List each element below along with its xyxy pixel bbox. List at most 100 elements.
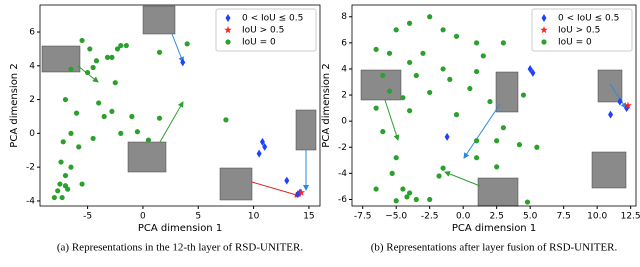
point bbox=[51, 194, 57, 201]
point bbox=[420, 50, 426, 56]
arrow bbox=[159, 101, 184, 143]
legend-marker bbox=[224, 26, 232, 34]
point bbox=[530, 68, 536, 77]
y-tick-label: 2 bbox=[341, 91, 347, 101]
y-tick-label: 4 bbox=[341, 64, 347, 74]
y-tick-label: 0 bbox=[341, 117, 347, 127]
point bbox=[534, 144, 540, 150]
point bbox=[427, 14, 433, 20]
y-tick-label: 8 bbox=[341, 12, 347, 22]
point bbox=[262, 142, 268, 151]
point bbox=[55, 188, 61, 194]
x-axis-label: PCA dimension 1 bbox=[138, 223, 222, 234]
point bbox=[58, 159, 64, 165]
point bbox=[617, 97, 623, 106]
point bbox=[393, 27, 399, 33]
frame bbox=[351, 4, 637, 207]
point bbox=[73, 110, 80, 116]
point bbox=[76, 144, 82, 150]
legend-box bbox=[531, 8, 633, 52]
point bbox=[104, 54, 111, 60]
point bbox=[393, 198, 399, 204]
point bbox=[467, 85, 473, 92]
legend-label: 0 < IoU ≤ 0.5 bbox=[558, 14, 619, 24]
x-tick-label: 5 bbox=[195, 212, 201, 222]
legend-marker bbox=[540, 26, 548, 34]
point bbox=[134, 129, 140, 135]
arrow bbox=[171, 33, 184, 63]
point bbox=[259, 137, 265, 146]
point bbox=[62, 172, 69, 179]
thumbnail bbox=[477, 177, 519, 207]
x-tick-label: 5.0 bbox=[523, 212, 538, 222]
thumbnail bbox=[219, 167, 253, 201]
point bbox=[256, 149, 262, 158]
point bbox=[453, 33, 460, 39]
y-tick-label: 0 bbox=[29, 129, 35, 139]
legend: 0 < IoU ≤ 0.5 IoU > 0.5 IoU = 0 bbox=[531, 8, 633, 52]
y-tick-label: 4 bbox=[29, 61, 35, 71]
point bbox=[297, 188, 305, 196]
x-tick-label: 0 bbox=[140, 212, 146, 222]
point bbox=[473, 138, 480, 144]
arrow bbox=[444, 171, 481, 187]
point bbox=[96, 100, 102, 106]
point bbox=[180, 58, 186, 67]
point bbox=[500, 125, 506, 131]
legend: 0 < IoU ≤ 0.5 IoU > 0.5 IoU = 0 bbox=[215, 8, 317, 52]
point bbox=[380, 129, 386, 135]
point bbox=[118, 130, 124, 136]
x-tick-label: -5 bbox=[83, 212, 92, 222]
point bbox=[473, 40, 480, 46]
x-tick-label: 2.5 bbox=[490, 212, 504, 222]
point bbox=[413, 72, 419, 79]
point bbox=[62, 183, 69, 189]
point bbox=[60, 139, 66, 145]
legend-label: IoU > 0.5 bbox=[558, 26, 600, 36]
point bbox=[413, 196, 419, 203]
point bbox=[101, 113, 107, 120]
x-tick-label: -7.5 bbox=[354, 212, 372, 222]
point bbox=[400, 95, 406, 101]
point bbox=[57, 181, 63, 187]
point bbox=[400, 186, 406, 192]
point bbox=[79, 181, 85, 187]
point bbox=[62, 96, 69, 103]
y-axis-label: PCA dimension 2 bbox=[9, 63, 20, 147]
point bbox=[112, 80, 118, 86]
x-tick-label: −5.0 bbox=[385, 212, 407, 222]
x-tick-label: 15 bbox=[303, 212, 314, 222]
x-axis-label: PCA dimension 1 bbox=[452, 223, 536, 234]
point bbox=[184, 41, 190, 47]
thumbnail bbox=[41, 45, 81, 73]
point bbox=[520, 92, 527, 98]
point bbox=[527, 64, 533, 73]
legend-label: IoU = 0 bbox=[242, 38, 276, 48]
point bbox=[404, 194, 410, 200]
y-tick-label: 6 bbox=[29, 28, 35, 38]
point bbox=[407, 20, 413, 26]
point bbox=[90, 64, 96, 71]
point bbox=[380, 72, 386, 79]
legend-label: IoU > 0.5 bbox=[242, 26, 284, 36]
point bbox=[90, 135, 96, 142]
thumbnail bbox=[591, 151, 627, 189]
point bbox=[68, 130, 74, 136]
point bbox=[123, 42, 129, 49]
thumbnail bbox=[295, 109, 317, 151]
thumbnail bbox=[127, 141, 167, 173]
legend-marker bbox=[225, 14, 231, 22]
point bbox=[473, 155, 480, 161]
y-tick-label: -4 bbox=[338, 169, 347, 179]
point bbox=[386, 50, 393, 56]
point bbox=[440, 66, 446, 72]
thumbnail bbox=[142, 5, 176, 35]
arrow bbox=[609, 83, 627, 109]
y-tick-label: 6 bbox=[341, 38, 347, 48]
point bbox=[93, 58, 100, 64]
point bbox=[516, 142, 523, 148]
point bbox=[79, 37, 85, 44]
point bbox=[373, 105, 379, 111]
point bbox=[440, 27, 446, 33]
x-tick-label: 10.0 bbox=[587, 212, 607, 222]
